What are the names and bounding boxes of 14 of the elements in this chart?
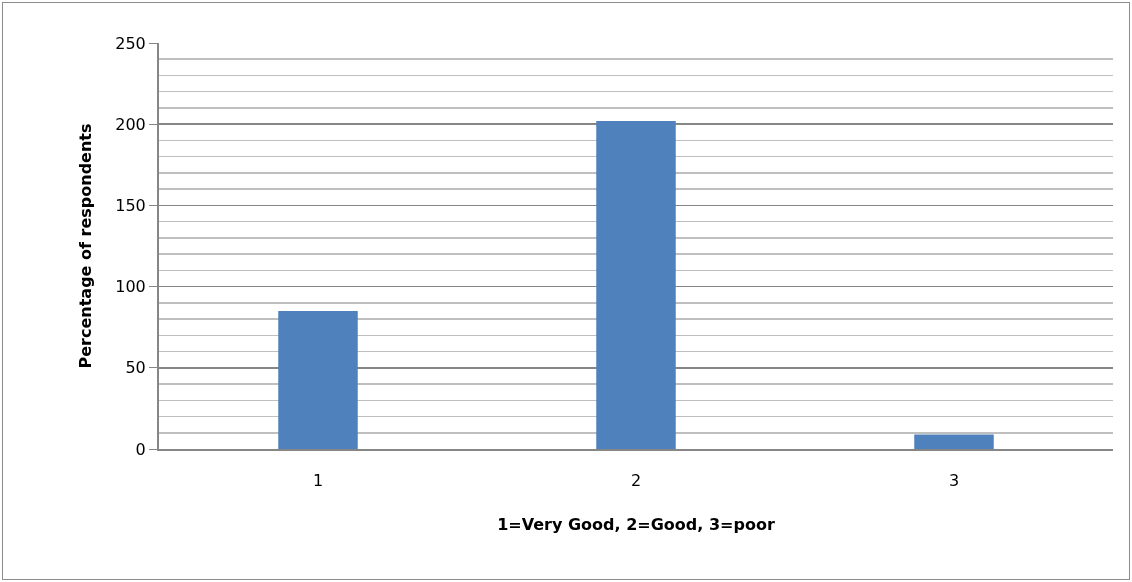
y-tick-label: 200 — [115, 114, 146, 134]
y-tick-label: 150 — [115, 196, 146, 215]
x-tick-label: 3 — [948, 471, 960, 491]
x-tick-label: 2 — [630, 471, 642, 491]
y-tick-label: 0 — [135, 439, 146, 459]
bar — [278, 310, 358, 449]
x-tick-label: 1 — [312, 471, 324, 491]
y-tick-label: 100 — [115, 277, 146, 297]
bar — [914, 434, 994, 449]
y-tick-label: 50 — [125, 358, 146, 378]
x-axis-title: 1=Very Good, 2=Good, 3=poor — [497, 515, 775, 535]
y-tick-label: 250 — [115, 33, 146, 53]
bar — [596, 120, 676, 449]
y-axis-title: Percentage of respondents — [75, 123, 95, 369]
